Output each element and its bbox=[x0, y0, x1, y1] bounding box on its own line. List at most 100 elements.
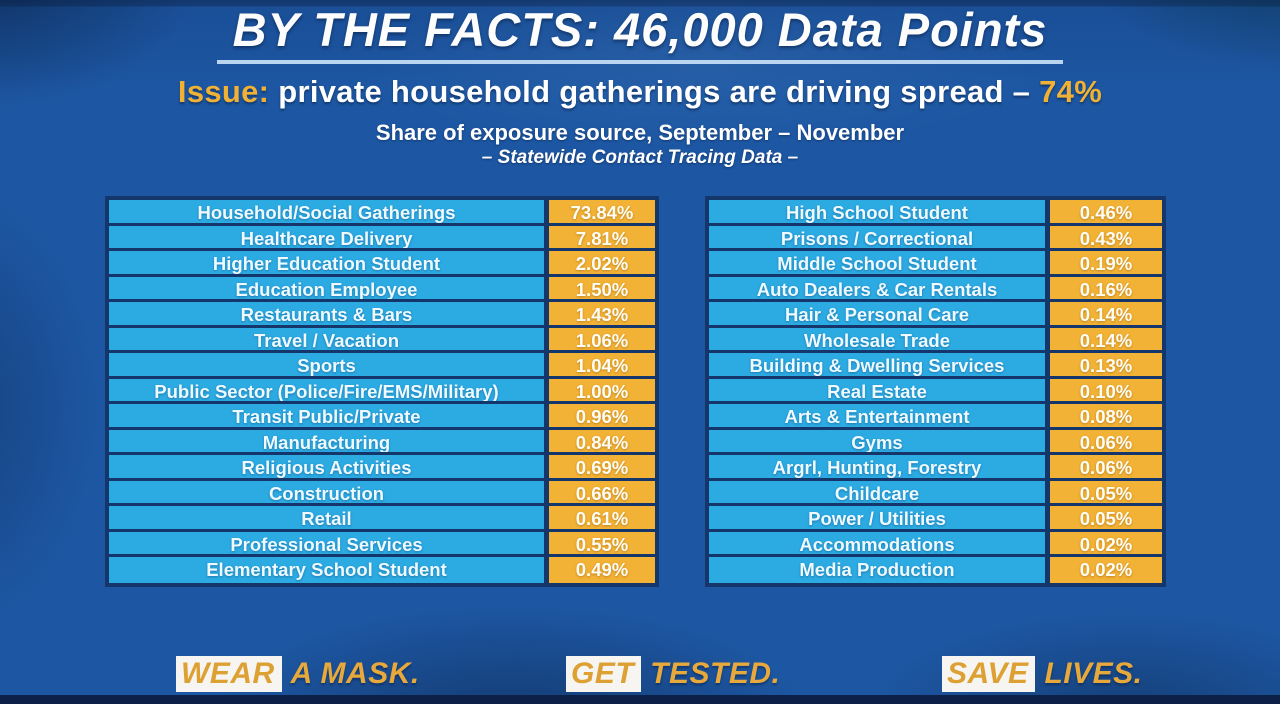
row-label: Healthcare Delivery bbox=[109, 225, 544, 248]
row-value: 0.19% bbox=[1045, 251, 1162, 274]
table-row: Professional Services 0.55% bbox=[109, 531, 655, 557]
row-value: 0.13% bbox=[1045, 353, 1162, 376]
table-row: Middle School Student 0.19% bbox=[709, 251, 1162, 277]
row-value: 0.61% bbox=[544, 506, 655, 529]
row-label: Professional Services bbox=[109, 531, 544, 554]
table-row: Healthcare Delivery 7.81% bbox=[109, 225, 655, 251]
row-label: Argrl, Hunting, Forestry bbox=[709, 455, 1045, 478]
row-value: 0.49% bbox=[544, 557, 655, 583]
table-row: Retail 0.61% bbox=[109, 506, 655, 532]
chart-subtitle: Share of exposure source, September – No… bbox=[375, 120, 905, 145]
row-value: 0.10% bbox=[1045, 378, 1162, 402]
row-value: 0.43% bbox=[1045, 225, 1162, 249]
row-label: Religious Activities bbox=[109, 455, 544, 478]
row-value: 0.06% bbox=[1045, 455, 1162, 478]
row-label: Travel / Vacation bbox=[109, 327, 544, 350]
table-row: Construction 0.66% bbox=[109, 480, 655, 506]
row-value: 1.04% bbox=[544, 353, 655, 376]
table-row: Power / Utilities 0.05% bbox=[709, 506, 1162, 532]
row-value: 0.08% bbox=[1045, 404, 1162, 427]
footer-get-boxed-word: GET bbox=[566, 656, 642, 692]
row-label: Retail bbox=[109, 506, 544, 529]
table-row: Auto Dealers & Car Rentals 0.16% bbox=[709, 276, 1162, 302]
row-label: Wholesale Trade bbox=[709, 327, 1045, 350]
table-row: Prisons / Correctional 0.43% bbox=[709, 225, 1162, 251]
row-label: Transit Public/Private bbox=[109, 404, 544, 427]
row-label: Power / Utilities bbox=[709, 506, 1045, 529]
table-row: Religious Activities 0.69% bbox=[109, 455, 655, 481]
row-label: Construction bbox=[109, 480, 544, 503]
table-row: Elementary School Student 0.49% bbox=[109, 557, 655, 583]
exposure-table-right: High School Student 0.46% Prisons / Correc… bbox=[705, 196, 1166, 587]
exposure-table-left: Household/Social Gatherings 73.84% Healthc… bbox=[105, 196, 659, 587]
table-row: Education Employee 1.50% bbox=[109, 276, 655, 302]
row-label: Restaurants & Bars bbox=[109, 302, 544, 325]
table-row: Wholesale Trade 0.14% bbox=[709, 327, 1162, 353]
row-label: Prisons / Correctional bbox=[709, 225, 1045, 248]
table-row: Gyms 0.06% bbox=[709, 429, 1162, 455]
row-value: 0.46% bbox=[1045, 200, 1162, 223]
table-row: Manufacturing 0.84% bbox=[109, 429, 655, 455]
table-row: Accommodations 0.02% bbox=[709, 531, 1162, 557]
table-row: Childcare 0.05% bbox=[709, 480, 1162, 506]
title-wrap: BY THE FACTS: 46,000 Data Points bbox=[0, 2, 1280, 64]
row-value: 0.06% bbox=[1045, 429, 1162, 453]
issue-line: Issue: private household gatherings are … bbox=[0, 74, 1280, 110]
row-label: Building & Dwelling Services bbox=[709, 353, 1045, 376]
footer-save-lives: SAVE LIVES. bbox=[942, 656, 1143, 692]
row-label: Public Sector (Police/Fire/EMS/Military) bbox=[109, 378, 544, 401]
row-value: 0.14% bbox=[1045, 302, 1162, 325]
bottom-edge-strip bbox=[0, 695, 1280, 704]
source-note: – Statewide Contact Tracing Data – bbox=[481, 147, 799, 168]
row-value: 73.84% bbox=[544, 200, 655, 223]
row-label: Gyms bbox=[709, 429, 1045, 452]
table-row: Building & Dwelling Services 0.13% bbox=[709, 353, 1162, 379]
row-label: Household/Social Gatherings bbox=[109, 200, 544, 223]
row-value: 0.16% bbox=[1045, 276, 1162, 300]
table-row: Travel / Vacation 1.06% bbox=[109, 327, 655, 353]
row-value: 0.84% bbox=[544, 429, 655, 453]
footer-wear-boxed-word: WEAR bbox=[176, 656, 282, 692]
row-label: Education Employee bbox=[109, 276, 544, 299]
table-row: Transit Public/Private 0.96% bbox=[109, 404, 655, 430]
row-label: Hair & Personal Care bbox=[709, 302, 1045, 325]
table-row: Household/Social Gatherings 73.84% bbox=[109, 200, 655, 226]
row-value: 0.05% bbox=[1045, 480, 1162, 504]
row-label: Real Estate bbox=[709, 378, 1045, 401]
footer-get-tested: GET TESTED. bbox=[566, 656, 780, 692]
table-row: Media Production 0.02% bbox=[709, 557, 1162, 583]
table-row: Hair & Personal Care 0.14% bbox=[709, 302, 1162, 328]
row-value: 0.14% bbox=[1045, 327, 1162, 351]
table-row: Higher Education Student 2.02% bbox=[109, 251, 655, 277]
table-row: Real Estate 0.10% bbox=[709, 378, 1162, 404]
row-label: High School Student bbox=[709, 200, 1045, 223]
row-label: Auto Dealers & Car Rentals bbox=[709, 276, 1045, 299]
row-label: Middle School Student bbox=[709, 251, 1045, 274]
row-label: Higher Education Student bbox=[109, 251, 544, 274]
row-label: Arts & Entertainment bbox=[709, 404, 1045, 427]
row-label: Elementary School Student bbox=[109, 557, 544, 583]
table-row: High School Student 0.46% bbox=[709, 200, 1162, 226]
issue-label: Issue: bbox=[177, 74, 270, 109]
row-value: 1.00% bbox=[544, 378, 655, 402]
row-value: 0.05% bbox=[1045, 506, 1162, 529]
issue-text: private household gatherings are driving… bbox=[269, 74, 1040, 109]
row-label: Childcare bbox=[709, 480, 1045, 503]
row-label: Media Production bbox=[709, 557, 1045, 583]
row-value: 7.81% bbox=[544, 225, 655, 249]
row-label: Manufacturing bbox=[109, 429, 544, 452]
row-value: 0.66% bbox=[544, 480, 655, 504]
footer-wear-rest: A MASK. bbox=[290, 657, 420, 690]
row-value: 1.06% bbox=[544, 327, 655, 351]
table-row: Restaurants & Bars 1.43% bbox=[109, 302, 655, 328]
row-value: 0.02% bbox=[1045, 531, 1162, 555]
row-value: 0.69% bbox=[544, 455, 655, 478]
page-title: BY THE FACTS: 46,000 Data Points bbox=[216, 2, 1064, 64]
table-row: Argrl, Hunting, Forestry 0.06% bbox=[709, 455, 1162, 481]
row-value: 2.02% bbox=[544, 251, 655, 274]
row-label: Accommodations bbox=[709, 531, 1045, 554]
row-value: 0.55% bbox=[544, 531, 655, 555]
row-value: 1.43% bbox=[544, 302, 655, 325]
row-value: 0.96% bbox=[544, 404, 655, 427]
